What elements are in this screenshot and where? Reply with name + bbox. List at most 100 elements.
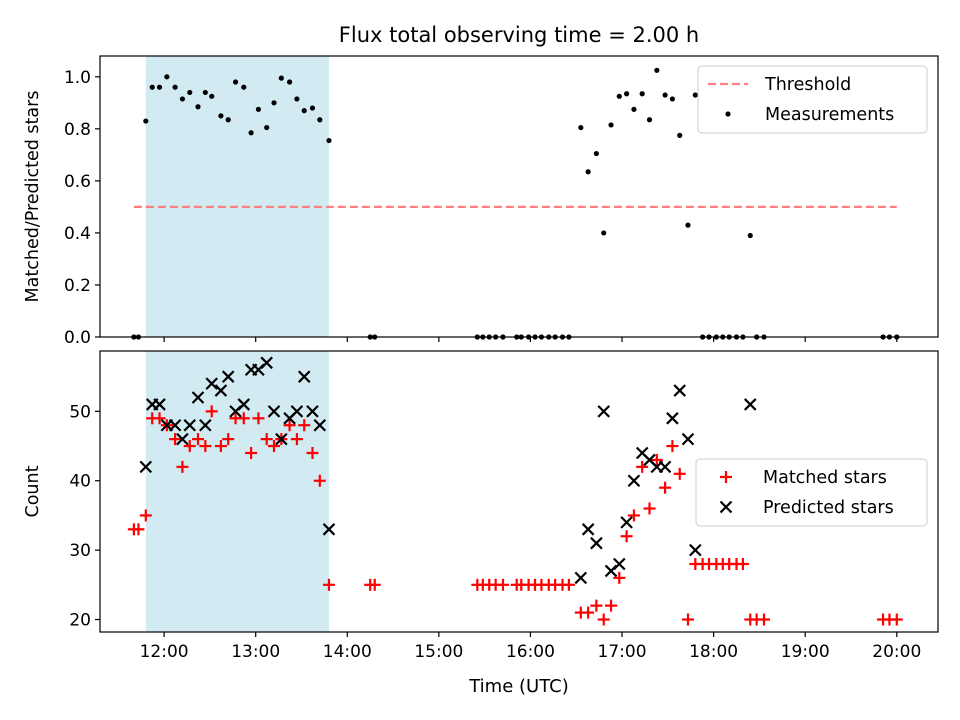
predicted-star-marker (237, 398, 251, 411)
measurement-point (149, 84, 155, 90)
measurement-point (662, 92, 668, 98)
measurement-point (209, 93, 215, 99)
predicted-star-marker (620, 516, 633, 529)
x-tick-label: 20:00 (872, 642, 921, 662)
matched-star-marker (890, 613, 903, 626)
measurement-point (631, 106, 637, 112)
matched-star-marker (627, 509, 640, 522)
measurement-point (692, 92, 698, 98)
measurement-point (585, 169, 591, 175)
predicted-star-marker (267, 405, 281, 418)
y-tick-label: 30 (69, 541, 91, 561)
y-axis-label: Matched/Predicted stars (23, 91, 43, 303)
matched-star-marker (582, 606, 595, 619)
predicted-star-marker (597, 405, 610, 418)
axes-frame (99, 55, 939, 338)
chart-title: Flux total observing time = 2.00 h (339, 23, 699, 47)
measurement-point (294, 96, 300, 102)
series-matched-stars (127, 405, 903, 626)
measurement-point (654, 67, 660, 73)
predicted-star-marker (199, 418, 212, 432)
matched-star-marker (562, 578, 575, 591)
matched-star-marker (673, 467, 686, 480)
measurement-point (677, 132, 683, 138)
measurement-point (608, 122, 614, 128)
predicted-star-marker (313, 418, 327, 432)
measurement-point (326, 137, 332, 144)
measurement-point (195, 104, 201, 110)
predicted-star-marker (581, 523, 595, 536)
matched-star-marker (214, 440, 227, 453)
predicted-star-marker (221, 370, 235, 383)
matched-star-marker (313, 474, 326, 487)
legend-box (695, 458, 928, 527)
predicted-star-marker (306, 405, 319, 418)
matched-star-marker (260, 433, 273, 446)
y-tick-label: 0.0 (64, 328, 91, 348)
matched-star-marker (191, 433, 204, 446)
predicted-star-marker (297, 370, 311, 383)
y-tick-label: 0.4 (64, 224, 91, 244)
matched-star-marker (736, 558, 749, 571)
predicted-star-marker (290, 405, 304, 418)
matched-star-marker (222, 433, 235, 446)
predicted-star-marker (153, 398, 166, 411)
matched-star-marker (590, 599, 603, 612)
matched-star-marker (252, 412, 265, 425)
x-tick-label: 15:00 (414, 642, 463, 662)
legend-label: Matched stars (763, 468, 887, 488)
matched-star-marker (298, 419, 311, 432)
measurement-point (669, 96, 676, 102)
predicted-star-marker (214, 384, 228, 397)
measurement-point (271, 100, 277, 106)
measurement-point (143, 118, 149, 124)
legend-predicted-swatch (719, 500, 733, 514)
series-measurements (131, 67, 900, 340)
measurement-point (218, 113, 224, 119)
legend: Matched stars Predicted stars (695, 458, 928, 527)
matched-star-marker (290, 433, 303, 446)
legend-label: Threshold (764, 75, 851, 95)
predicted-star-marker (275, 432, 288, 446)
matched-star-marker (245, 446, 258, 459)
predicted-star-marker (183, 418, 197, 432)
predicted-star-marker (666, 412, 679, 425)
x-tick-label: 14:00 (323, 642, 372, 662)
measurement-point (639, 91, 645, 97)
y-tick-label: 20 (69, 611, 91, 631)
shaded-observing-span (145, 351, 329, 632)
legend-label: Measurements (765, 105, 894, 125)
x-tick-label: 18:00 (689, 642, 738, 662)
measurement-point (624, 91, 630, 97)
matched-star-marker (306, 446, 319, 459)
measurement-point (264, 124, 270, 131)
predicted-star-marker (322, 523, 336, 536)
y-tick-label: 0.8 (64, 120, 91, 140)
measurement-point (309, 105, 316, 111)
predicted-star-marker (613, 557, 626, 571)
matched-star-marker (681, 613, 694, 626)
matched-star-marker (283, 419, 296, 432)
matched-star-marker (613, 571, 626, 584)
top-panel: 0.0 0.2 0.4 0.6 0.8 1.0 Matched/Predicted star… (23, 55, 939, 348)
shaded-observing-span (145, 56, 329, 337)
matched-star-marker (176, 460, 189, 473)
predicted-star-marker (673, 384, 687, 397)
y-tick-label: 50 (69, 402, 91, 422)
predicted-star-marker (191, 391, 205, 404)
y-tick-label: 0.2 (64, 276, 91, 296)
matched-star-marker (643, 502, 656, 515)
measurement-point (248, 130, 254, 136)
measurement-point (646, 117, 653, 123)
matched-star-marker (659, 481, 672, 494)
legend-measurements-swatch (725, 111, 731, 117)
matched-star-marker (268, 440, 281, 453)
measurement-point (202, 89, 208, 96)
series-predicted-stars (139, 356, 757, 585)
predicted-star-marker (689, 543, 702, 557)
x-axis-label: Time (UTC) (468, 676, 569, 697)
matched-star-marker (368, 578, 381, 591)
measurement-point (301, 108, 307, 114)
x-tick-label: 16:00 (506, 642, 555, 662)
